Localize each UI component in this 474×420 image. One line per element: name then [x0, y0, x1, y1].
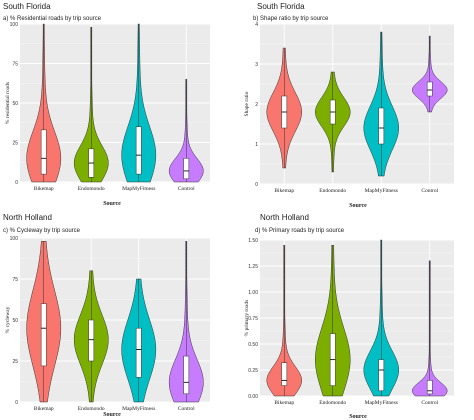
- y-tick-label: 0: [15, 400, 18, 406]
- x-tick-label: Endomondo: [78, 186, 105, 192]
- x-axis-title: Source: [349, 203, 367, 209]
- y-tick-label: 75: [12, 277, 18, 283]
- x-tick-label: Control: [178, 186, 195, 192]
- x-tick-label: Endomondo: [78, 406, 105, 412]
- boxplot-box: [183, 158, 190, 180]
- y-axis-title: % primary roads: [244, 300, 250, 337]
- y-tick-label: 50: [12, 318, 18, 324]
- panel-region-label: South Florida: [3, 2, 51, 11]
- x-tick-label: MapMyFitness: [122, 186, 155, 192]
- x-tick-label: Endomondo: [319, 188, 346, 194]
- x-tick-label: MapMyFitness: [365, 188, 398, 194]
- chart-panel-4: North Holland d) % Primary roads by trip …: [244, 213, 454, 420]
- y-tick-label: 0.50: [248, 342, 258, 348]
- boxplot-box: [135, 126, 142, 175]
- panel-title: c) % Cycleway by trip source: [3, 228, 81, 234]
- y-tick-label: 1: [255, 142, 258, 148]
- x-tick-label: Control: [178, 406, 195, 412]
- x-axis-title: Source: [103, 412, 121, 418]
- x-tick-label: Control: [421, 188, 438, 194]
- boxplot-box: [40, 129, 47, 175]
- y-axis-title: % cycleway: [5, 306, 11, 333]
- x-tick-label: MapMyFitness: [122, 406, 155, 412]
- x-tick-label: Control: [421, 400, 438, 406]
- y-tick-label: 0.00: [248, 394, 258, 400]
- x-tick-label: Bikemap: [274, 188, 294, 194]
- boxplot-box: [281, 362, 288, 386]
- y-axis-title: % residential roads: [5, 82, 11, 124]
- y-tick-label: 25: [12, 140, 18, 146]
- y-tick-label: 0: [255, 182, 258, 188]
- panel-region-label: North Holland: [260, 213, 309, 222]
- y-tick-label: 0.75: [248, 316, 258, 322]
- x-tick-label: Bikemap: [274, 400, 294, 406]
- boxplot-box: [40, 303, 47, 367]
- x-tick-label: Bikemap: [34, 406, 54, 412]
- x-tick-label: MapMyFitness: [365, 400, 398, 406]
- x-axis-title: Source: [103, 201, 121, 207]
- chart-panel-1: South Florida a) % Residential roads by t…: [3, 2, 210, 207]
- x-tick-label: Endomondo: [319, 400, 346, 406]
- y-tick-label: 50: [12, 101, 18, 107]
- y-tick-label: 1.25: [248, 264, 258, 270]
- y-tick-label: 100: [10, 236, 19, 242]
- chart-panel-2: South Florida b) Shape ratio by trip sour…: [244, 2, 454, 209]
- y-tick-label: 1.00: [248, 290, 258, 296]
- x-axis-title: Source: [349, 414, 367, 420]
- boxplot-box: [378, 107, 385, 145]
- boxplot-box: [426, 380, 433, 395]
- boxplot-box: [88, 319, 95, 362]
- y-tick-label: 3: [255, 62, 258, 68]
- x-tick-label: Bikemap: [34, 186, 54, 192]
- y-axis-title: Shape ratio: [244, 91, 250, 116]
- y-tick-label: 4: [255, 22, 258, 28]
- y-tick-label: 2: [255, 102, 258, 108]
- panel-region-label: South Florida: [257, 2, 305, 11]
- panel-title: d) % Primary roads by trip source: [255, 228, 345, 234]
- y-tick-label: 25: [12, 359, 18, 365]
- boxplot-box: [135, 327, 142, 378]
- y-tick-label: 0: [15, 180, 18, 186]
- panel-title: b) Shape ratio by trip source: [253, 16, 329, 22]
- panel-title: a) % Residential roads by trip source: [3, 16, 102, 22]
- boxplot-box: [378, 359, 385, 392]
- y-tick-label: 1.50: [248, 238, 258, 244]
- chart-panel-3: North Holland c) % Cycleway by trip sourc…: [3, 213, 210, 418]
- panel-region-label: North Holland: [3, 213, 52, 222]
- y-tick-label: 100: [10, 22, 19, 28]
- boxplot-box: [426, 81, 433, 97]
- y-tick-label: 0.25: [248, 368, 258, 374]
- boxplot-box: [183, 355, 190, 395]
- y-tick-label: 75: [12, 61, 18, 67]
